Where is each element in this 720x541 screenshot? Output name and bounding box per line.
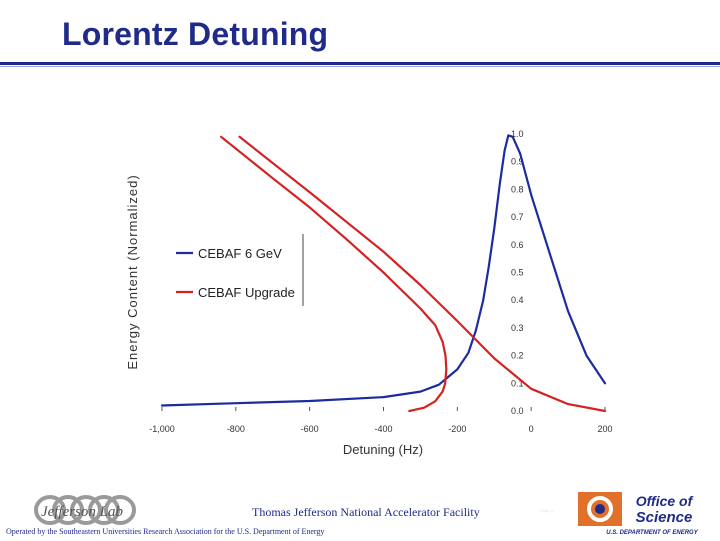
- chart-legend: CEBAF 6 GeV CEBAF Upgrade: [176, 234, 304, 306]
- title-divider-light: [0, 66, 720, 67]
- x-tick-label: -200: [448, 424, 466, 434]
- x-axis-label: Detuning (Hz): [343, 442, 423, 457]
- title-divider: [0, 62, 720, 65]
- y-tick-label: 0.5: [511, 268, 524, 278]
- y-tick-label: 0.3: [511, 323, 524, 333]
- footer-operated-by: Operated by the Southeastern Universitie…: [6, 527, 325, 536]
- y-tick-label: 0.0: [511, 406, 524, 416]
- y-tick-label: 1.0: [511, 129, 524, 139]
- x-tick-label: 200: [597, 424, 612, 434]
- y-axis-ticks: 0.0 0.1 0.2 0.3 0.4 0.5 0.6 0.7 0.8 0.9 1.0: [511, 129, 524, 416]
- y-tick-label: 0.7: [511, 212, 524, 222]
- x-axis-ticks: -1,000 -800 -600 -400 -200 0 200: [149, 407, 613, 434]
- legend-label: CEBAF 6 GeV: [198, 246, 282, 261]
- y-tick-label: 0.1: [511, 378, 524, 388]
- office-of-science-line2: Science: [636, 509, 693, 526]
- y-axis-label-group: Energy Content (Normalized): [125, 174, 140, 369]
- page-number: Page 21: [540, 508, 555, 513]
- jefferson-lab-wordmark: Jefferson Lab: [41, 504, 124, 520]
- series-line-cebaf-upgrade: [220, 135, 448, 413]
- footer-divider: [0, 500, 720, 501]
- series-line-cebaf-6gev: [160, 134, 607, 407]
- y-tick-label: 0.4: [511, 295, 524, 305]
- x-tick-label: 0: [529, 424, 534, 434]
- office-of-science-line3: U.S. DEPARTMENT OF ENERGY: [606, 530, 698, 536]
- y-axis-label: Energy Content (Normalized): [125, 174, 140, 369]
- x-tick-label: -800: [227, 424, 245, 434]
- lorentz-detuning-chart: Energy Content (Normalized) Detuning (Hz…: [125, 129, 613, 457]
- x-tick-label: -1,000: [149, 424, 175, 434]
- office-of-science-logo: Office of Science U.S. DEPARTMENT OF ENE…: [578, 492, 708, 541]
- office-of-science-line1: Office of: [636, 493, 694, 509]
- y-tick-label: 0.8: [511, 184, 524, 194]
- series-line-cebaf-upgrade-branch: [238, 135, 607, 413]
- x-tick-label: -600: [301, 424, 319, 434]
- y-tick-label: 0.9: [511, 157, 524, 167]
- slide-title: Lorentz Detuning: [62, 16, 329, 52]
- y-tick-label: 0.6: [511, 240, 524, 250]
- series-lines: [160, 134, 607, 413]
- jefferson-lab-logo: Jefferson Lab: [20, 490, 140, 535]
- x-tick-label: -400: [374, 424, 392, 434]
- legend-label: CEBAF Upgrade: [198, 285, 295, 300]
- footer-lab-name: Thomas Jefferson National Accelerator Fa…: [252, 505, 480, 519]
- y-tick-label: 0.2: [511, 351, 524, 361]
